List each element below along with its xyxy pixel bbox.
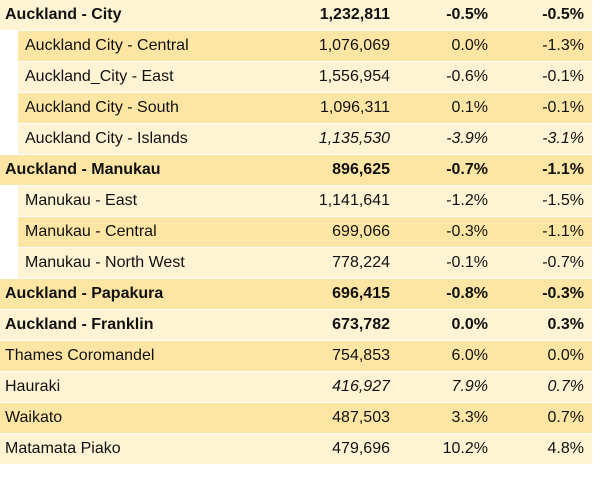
table-row: Auckland - City 1,232,811 -0.5% -0.5%	[0, 0, 592, 31]
value-cell: 673,782	[290, 310, 398, 341]
table-row: Manukau - Central 699,066 -0.3% -1.1%	[0, 217, 592, 248]
value-cell: 1,096,311	[290, 93, 398, 124]
table-row: Auckland - Papakura 696,415 -0.8% -0.3%	[0, 279, 592, 310]
table-row: Auckland_City - East 1,556,954 -0.6% -0.1%	[0, 62, 592, 93]
value-cell: -3.1%	[496, 124, 592, 155]
value-cell: -1.1%	[496, 155, 592, 186]
value-cell: 6.0%	[398, 341, 496, 372]
region-name: Auckland City - Central	[0, 31, 290, 62]
region-name: Manukau - East	[0, 186, 290, 217]
value-cell: -1.1%	[496, 217, 592, 248]
region-name: Auckland City - South	[0, 93, 290, 124]
value-cell: 696,415	[290, 279, 398, 310]
value-cell: 699,066	[290, 217, 398, 248]
value-cell: 1,232,811	[290, 0, 398, 31]
value-cell: 0.3%	[496, 310, 592, 341]
value-cell: -1.5%	[496, 186, 592, 217]
value-cell: 778,224	[290, 248, 398, 279]
table-row: Waikato 487,503 3.3% 0.7%	[0, 403, 592, 434]
value-cell: -1.3%	[496, 31, 592, 62]
value-cell: -0.5%	[496, 0, 592, 31]
value-cell: -0.3%	[398, 217, 496, 248]
value-cell: -0.1%	[496, 62, 592, 93]
value-cell: -0.6%	[398, 62, 496, 93]
value-cell: 754,853	[290, 341, 398, 372]
region-name: Auckland - Franklin	[0, 310, 290, 341]
value-cell: -0.7%	[398, 155, 496, 186]
table-row: Auckland - Manukau 896,625 -0.7% -1.1%	[0, 155, 592, 186]
region-name: Auckland - City	[0, 0, 290, 31]
region-name: Hauraki	[0, 372, 290, 403]
value-cell: 1,556,954	[290, 62, 398, 93]
value-cell: 1,076,069	[290, 31, 398, 62]
table-row: Manukau - North West 778,224 -0.1% -0.7%	[0, 248, 592, 279]
region-name: Manukau - Central	[0, 217, 290, 248]
value-cell: -1.2%	[398, 186, 496, 217]
table-row: Hauraki 416,927 7.9% 0.7%	[0, 372, 592, 403]
region-name: Auckland_City - East	[0, 62, 290, 93]
value-cell: 10.2%	[398, 434, 496, 465]
value-cell: 896,625	[290, 155, 398, 186]
value-cell: 0.7%	[496, 403, 592, 434]
region-name: Auckland City - Islands	[0, 124, 290, 155]
table-row: Manukau - East 1,141,641 -1.2% -1.5%	[0, 186, 592, 217]
data-table: Auckland - City 1,232,811 -0.5% -0.5% Auckla…	[0, 0, 592, 465]
value-cell: 7.9%	[398, 372, 496, 403]
value-cell: -0.5%	[398, 0, 496, 31]
value-cell: 0.7%	[496, 372, 592, 403]
value-cell: -0.3%	[496, 279, 592, 310]
value-cell: 0.1%	[398, 93, 496, 124]
region-name: Auckland - Papakura	[0, 279, 290, 310]
table-row: Thames Coromandel 754,853 6.0% 0.0%	[0, 341, 592, 372]
region-name: Waikato	[0, 403, 290, 434]
table-row: Auckland City - Islands 1,135,530 -3.9% -3.…	[0, 124, 592, 155]
table-row: Auckland - Franklin 673,782 0.0% 0.3%	[0, 310, 592, 341]
table-row: Matamata Piako 479,696 10.2% 4.8%	[0, 434, 592, 465]
region-name: Matamata Piako	[0, 434, 290, 465]
value-cell: -3.9%	[398, 124, 496, 155]
value-cell: -0.1%	[398, 248, 496, 279]
value-cell: 416,927	[290, 372, 398, 403]
value-cell: 3.3%	[398, 403, 496, 434]
value-cell: 0.0%	[496, 341, 592, 372]
value-cell: 1,135,530	[290, 124, 398, 155]
table-row: Auckland City - South 1,096,311 0.1% -0.1%	[0, 93, 592, 124]
region-name: Thames Coromandel	[0, 341, 290, 372]
value-cell: -0.1%	[496, 93, 592, 124]
value-cell: -0.7%	[496, 248, 592, 279]
value-cell: 479,696	[290, 434, 398, 465]
value-cell: 1,141,641	[290, 186, 398, 217]
value-cell: 0.0%	[398, 31, 496, 62]
value-cell: 487,503	[290, 403, 398, 434]
table-body: Auckland - City 1,232,811 -0.5% -0.5% Auckla…	[0, 0, 592, 465]
region-name: Manukau - North West	[0, 248, 290, 279]
table-row: Auckland City - Central 1,076,069 0.0% -1.3…	[0, 31, 592, 62]
value-cell: 4.8%	[496, 434, 592, 465]
value-cell: -0.8%	[398, 279, 496, 310]
value-cell: 0.0%	[398, 310, 496, 341]
region-name: Auckland - Manukau	[0, 155, 290, 186]
